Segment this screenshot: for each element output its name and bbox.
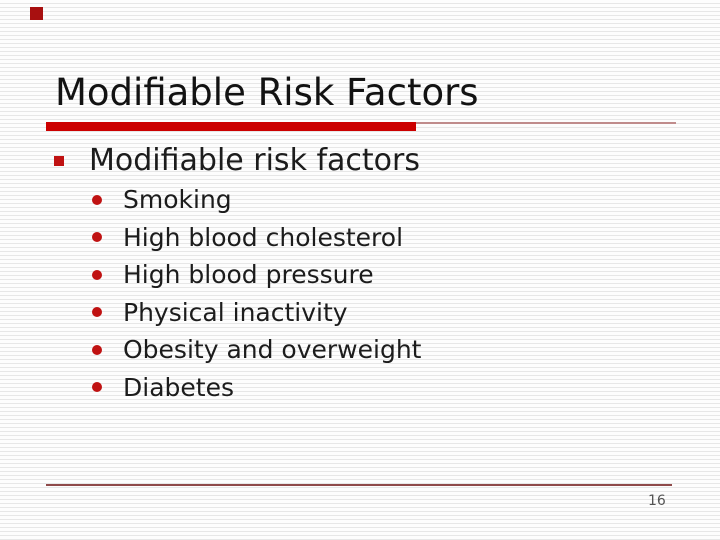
sub-bullet-text: Physical inactivity [123, 297, 348, 327]
title-underline-thin-line [416, 122, 676, 124]
sub-bullet-text: High blood pressure [123, 260, 374, 290]
round-bullet-icon [92, 194, 102, 205]
sub-bullet-list: Smoking High blood cholesterol High bloo… [0, 181, 720, 406]
slide-title: Modifiable Risk Factors [55, 71, 479, 114]
bullet-level1-row: Modifiable risk factors [0, 140, 720, 181]
round-bullet-icon [92, 344, 102, 355]
round-bullet-icon [92, 382, 102, 393]
bullet-level1-text: Modifiable risk factors [89, 143, 420, 178]
sub-bullet-text: Smoking [123, 185, 232, 215]
sub-bullet-text: Obesity and overweight [123, 335, 422, 365]
list-item: Smoking [0, 181, 720, 219]
round-bullet-icon [92, 307, 102, 318]
list-item: Physical inactivity [0, 294, 720, 332]
slide-body: Modifiable risk factors Smoking High blo… [0, 140, 720, 406]
round-bullet-icon [92, 269, 102, 280]
corner-accent-square-icon [30, 7, 43, 20]
list-item: High blood pressure [0, 256, 720, 294]
footer-divider-line [46, 484, 672, 486]
list-item: Obesity and overweight [0, 331, 720, 369]
round-bullet-icon [92, 232, 102, 243]
title-underline-bar [46, 122, 416, 131]
sub-bullet-text: High blood cholesterol [123, 222, 404, 252]
list-item: Diabetes [0, 369, 720, 407]
square-bullet-icon [54, 155, 64, 166]
sub-bullet-text: Diabetes [123, 372, 234, 402]
list-item: High blood cholesterol [0, 219, 720, 257]
page-number: 16 [648, 493, 666, 509]
